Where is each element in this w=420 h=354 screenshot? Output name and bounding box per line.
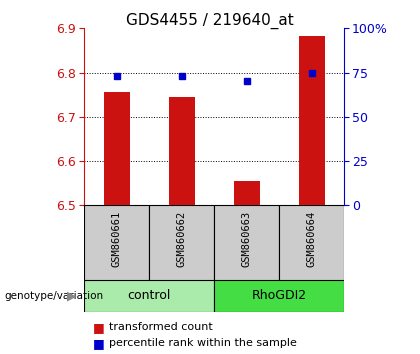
Text: transformed count: transformed count: [109, 322, 213, 332]
Text: GDS4455 / 219640_at: GDS4455 / 219640_at: [126, 12, 294, 29]
Bar: [84, 280, 214, 312]
Text: ▶: ▶: [67, 289, 77, 302]
Text: RhoGDI2: RhoGDI2: [252, 289, 307, 302]
Bar: [279, 205, 344, 280]
Text: GSM860661: GSM860661: [112, 211, 121, 267]
Bar: [168, 97, 194, 205]
Bar: [103, 92, 129, 205]
Text: GSM860662: GSM860662: [177, 211, 186, 267]
Text: ■: ■: [92, 321, 104, 334]
Text: genotype/variation: genotype/variation: [4, 291, 103, 301]
Bar: [214, 280, 344, 312]
Text: control: control: [127, 289, 171, 302]
Bar: [214, 205, 279, 280]
Bar: [299, 36, 325, 205]
Bar: [149, 205, 214, 280]
Text: percentile rank within the sample: percentile rank within the sample: [109, 338, 297, 348]
Text: GSM860663: GSM860663: [242, 211, 252, 267]
Text: ■: ■: [92, 337, 104, 350]
Text: GSM860664: GSM860664: [307, 211, 317, 267]
Bar: [234, 181, 260, 205]
Bar: [84, 205, 149, 280]
